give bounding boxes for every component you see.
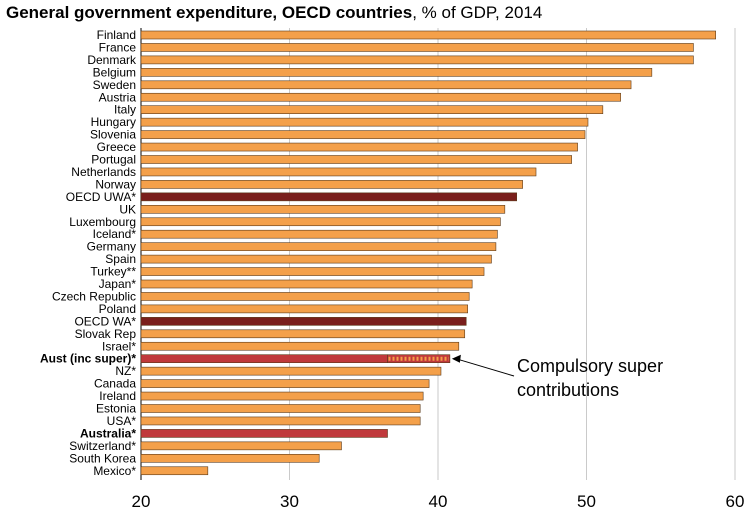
category-label: France [99,40,137,54]
category-label: Australia* [80,426,136,440]
category-label: Denmark [87,53,137,67]
bar [140,304,469,314]
category-labels: FinlandFranceDenmarkBelgiumSwedenAustria… [40,28,137,478]
category-label: Greece [97,140,137,154]
bar [140,180,523,189]
category-label: Austria [99,90,137,104]
category-label: Finland [97,28,136,42]
bar [140,354,388,364]
bar [140,329,466,339]
category-label: Sweden [93,78,136,92]
category-label: Ireland [99,389,136,403]
category-label: Poland [99,302,136,316]
category-label: Mexico* [93,464,136,478]
category-label: Portugal [91,153,136,167]
category-label: Iceland* [93,227,137,241]
x-tick-label: 50 [577,492,596,511]
category-label: Luxembourg [69,215,136,229]
category-label: Japan* [99,277,137,291]
category-label: Italy [114,103,136,117]
bar [140,254,492,264]
bar-super-segment [387,354,451,364]
bar [140,130,586,139]
x-tick-label: 40 [429,492,448,511]
arrow-line [455,358,515,377]
category-label: Slovak Rep [75,327,137,341]
bar [140,30,716,40]
category-label: USA* [107,414,137,428]
category-label: Germany [87,240,136,254]
bar [140,205,506,214]
chart-title-main: General government expenditure, OECD cou… [6,3,413,22]
bar [140,105,604,114]
bar [140,379,430,388]
bar [140,242,497,251]
bar [140,404,421,413]
annotation-text: Compulsory super contributions [517,356,664,400]
category-label: Aust (inc super)* [40,352,136,366]
category-label: Israel* [102,339,136,353]
bar [140,117,589,127]
bar [140,341,460,351]
category-label: Norway [95,177,136,191]
bar [140,453,320,463]
category-label: Spain [105,252,136,266]
bar [140,229,498,239]
arrow-head [451,354,461,363]
bar [140,55,694,65]
bar [140,317,467,326]
bar [140,366,442,376]
bar [140,217,501,227]
bar [140,155,572,164]
bar [140,80,632,90]
bar [140,192,518,202]
x-tick-labels: 20 30 40 50 60 [132,492,745,511]
category-label: Turkey** [90,265,136,279]
bar [140,416,421,426]
category-label: Hungary [91,115,136,129]
category-label: Switzerland* [69,439,136,453]
bar [140,68,653,77]
chart-title: General government expenditure, OECD cou… [6,3,542,23]
category-label: South Korea [69,451,136,465]
x-tick-label: 60 [726,492,745,511]
category-label: OECD WA* [74,314,136,328]
bar [140,466,209,476]
chart-title-suffix: , % of GDP, 2014 [412,3,543,22]
category-label: UK [119,202,136,216]
bar [140,279,473,289]
category-label: NZ* [115,364,136,378]
bar [140,92,621,102]
bar [140,292,470,301]
category-label: Belgium [93,65,136,79]
bar [140,429,388,438]
category-label: Slovenia [90,128,136,142]
bar [140,441,342,451]
bars [140,30,716,476]
category-label: Netherlands [71,165,136,179]
x-tick-label: 20 [132,492,151,511]
category-label: Estonia [96,402,136,416]
category-label: Czech Republic [52,289,136,303]
category-label: OECD UWA* [66,190,137,204]
bar [140,167,537,177]
bar [140,267,485,276]
bar [140,142,578,152]
bar [140,391,424,401]
annotation-arrow [451,354,515,377]
x-tick-label: 30 [280,492,299,511]
bar [140,43,694,52]
category-label: Canada [94,377,136,391]
